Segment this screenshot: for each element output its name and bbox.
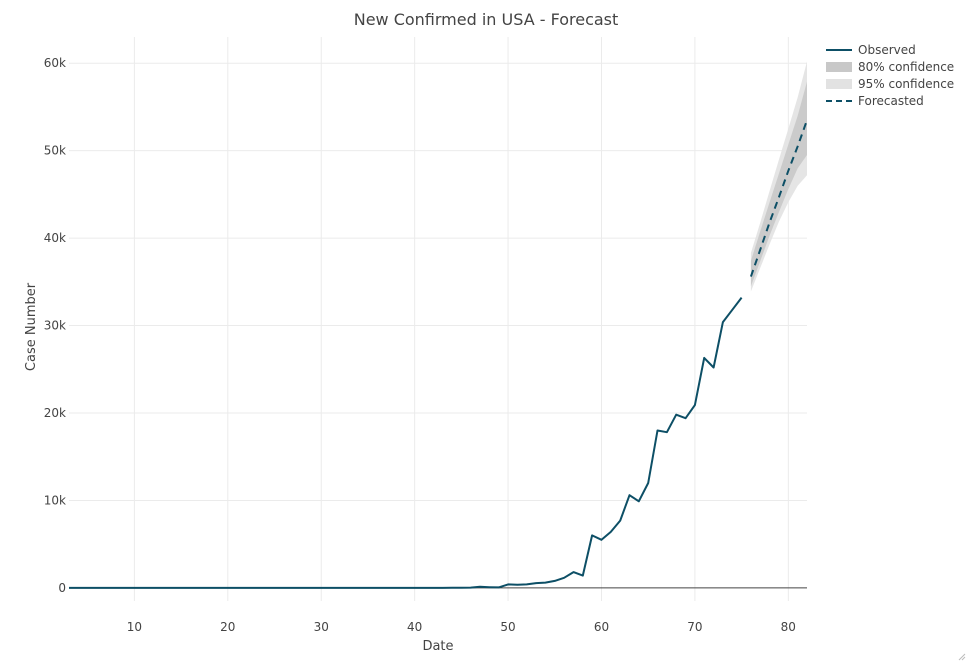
x-tick-label: 70 [687, 620, 702, 634]
x-tick-label: 10 [127, 620, 142, 634]
legend-item[interactable]: Forecasted [826, 94, 924, 108]
series-lines [69, 119, 808, 589]
legend-item[interactable]: Observed [826, 43, 916, 57]
legend-label: 95% confidence [858, 77, 954, 91]
chart-title: New Confirmed in USA - Forecast [354, 10, 619, 29]
resize-grip-icon[interactable] [956, 651, 966, 661]
y-tick-label: 30k [44, 319, 66, 333]
legend-item[interactable]: 95% confidence [826, 77, 954, 91]
legend-label: Observed [858, 43, 916, 57]
x-axis-ticks: 10 20 30 40 50 60 70 80 [127, 620, 796, 634]
ci80-band [750, 81, 807, 287]
observed-line [69, 296, 743, 589]
y-tick-label: 60k [44, 56, 66, 70]
confidence-bands [750, 61, 807, 292]
y-axis-ticks: 0 10k 20k 30k 40k 50k 60k [44, 56, 66, 595]
grid-lines [69, 37, 807, 601]
forecasted-line [749, 119, 808, 277]
x-tick-label: 40 [407, 620, 422, 634]
y-axis-label: Case Number [24, 282, 39, 371]
legend-swatch-band [826, 62, 852, 72]
legend-label: Forecasted [858, 94, 924, 108]
legend-item[interactable]: 80% confidence [826, 60, 954, 74]
y-tick-label: 10k [44, 493, 66, 507]
x-tick-label: 30 [314, 620, 329, 634]
x-tick-label: 60 [594, 620, 609, 634]
x-tick-label: 50 [500, 620, 515, 634]
legend-label: 80% confidence [858, 60, 954, 74]
x-axis-label: Date [422, 639, 453, 654]
y-tick-label: 50k [44, 144, 66, 158]
y-tick-label: 0 [58, 581, 66, 595]
y-tick-label: 40k [44, 231, 66, 245]
x-tick-label: 20 [220, 620, 235, 634]
legend-swatch-band [826, 79, 852, 89]
y-tick-label: 20k [44, 406, 66, 420]
x-tick-label: 80 [781, 620, 796, 634]
legend[interactable]: Observed 80% confidence 95% confidence Fore… [826, 43, 954, 108]
